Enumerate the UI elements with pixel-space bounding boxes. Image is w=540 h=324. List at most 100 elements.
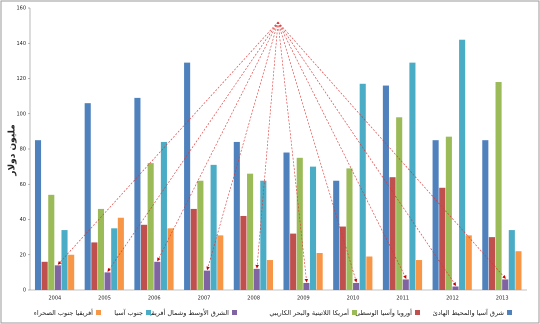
bar <box>459 39 466 290</box>
x-tick-label: 2010 <box>347 296 360 302</box>
legend-marker <box>352 310 357 315</box>
legend-label: جنوب آسيا <box>114 308 143 317</box>
bar <box>402 279 409 290</box>
bar <box>240 215 247 290</box>
legend-label: الشرق الأوسط وشمال أفريقيا <box>148 308 229 317</box>
bar <box>439 187 446 290</box>
bar <box>41 261 48 290</box>
y-tick-label: 100 <box>16 111 26 117</box>
bar <box>210 164 217 290</box>
bar <box>34 140 42 290</box>
y-tick-label: 40 <box>20 217 26 223</box>
bar <box>260 180 267 290</box>
legend-marker <box>507 310 512 315</box>
y-tick-label: 140 <box>16 41 26 47</box>
x-tick-label: 2008 <box>247 296 260 302</box>
y-tick-label: 120 <box>16 76 26 82</box>
x-tick-label: 2012 <box>446 296 459 302</box>
bar <box>283 152 290 290</box>
bar <box>68 254 75 290</box>
bar <box>515 251 522 290</box>
x-tick-label: 2007 <box>198 296 211 302</box>
bar <box>296 157 303 290</box>
bar <box>309 166 317 290</box>
bar <box>197 180 204 290</box>
x-tick-label: 2006 <box>148 296 161 302</box>
arrow <box>107 21 279 272</box>
bar <box>508 230 515 290</box>
x-tick-label: 2004 <box>48 296 61 302</box>
bar <box>140 224 148 290</box>
bar <box>382 85 389 290</box>
legend-label: شرق آسيا والمحيط الهادئ <box>433 308 504 317</box>
arrow <box>277 21 309 283</box>
bar <box>111 228 118 290</box>
bar <box>253 268 260 290</box>
bar <box>366 256 373 290</box>
bar <box>91 242 98 290</box>
bar <box>154 261 161 290</box>
bar <box>160 141 167 290</box>
bar <box>134 97 141 290</box>
arrow <box>277 21 457 286</box>
bar <box>61 230 68 290</box>
bar <box>495 82 502 291</box>
bar <box>452 286 459 290</box>
legend-label: أمريكا اللاتينية والبحر الكاريبي <box>269 308 349 317</box>
bar <box>396 117 403 291</box>
arrow <box>157 21 279 262</box>
y-tick-label: 80 <box>20 147 26 153</box>
bar <box>409 62 416 291</box>
bar <box>203 270 211 290</box>
legend-marker <box>96 310 101 315</box>
bar <box>353 282 360 290</box>
bar <box>346 168 353 290</box>
bar <box>266 260 273 290</box>
legend-label: أفريقيا جنوب الصحراء <box>34 308 93 317</box>
arrow <box>255 21 279 269</box>
bar <box>389 177 396 290</box>
legend-marker <box>146 310 151 315</box>
bar <box>54 265 61 290</box>
x-tick-label: 2011 <box>396 296 409 302</box>
legend-marker <box>415 310 420 315</box>
bar <box>217 235 224 290</box>
arrow <box>206 21 279 271</box>
bar <box>359 83 366 290</box>
bar <box>117 217 124 290</box>
legend-label: أوروبا وآسيا الوسطى <box>355 308 412 317</box>
bar <box>316 252 323 290</box>
bar <box>233 141 240 290</box>
x-tick-label: 2009 <box>297 296 310 302</box>
bar <box>465 235 472 290</box>
x-tick-label: 2013 <box>496 296 509 302</box>
y-tick-label: 60 <box>20 182 26 188</box>
bar <box>184 62 191 291</box>
y-axis-title: مليون دولار <box>8 124 18 176</box>
bar <box>432 140 439 290</box>
bar <box>147 163 154 290</box>
bar <box>303 282 310 290</box>
bar <box>482 140 489 290</box>
y-tick-label: 0 <box>23 288 26 294</box>
bar <box>333 180 340 290</box>
bar <box>416 260 423 290</box>
bar <box>339 226 346 290</box>
bar <box>48 194 55 290</box>
bar <box>290 233 297 290</box>
y-tick-label: 20 <box>20 252 26 258</box>
bar <box>84 103 91 290</box>
arrow <box>277 21 407 279</box>
bar <box>97 208 105 290</box>
bar <box>247 173 254 290</box>
bar <box>190 208 197 290</box>
bar <box>167 228 174 290</box>
bar <box>502 279 509 290</box>
bar <box>445 136 452 290</box>
arrow <box>277 21 506 279</box>
legend-marker <box>232 310 237 315</box>
x-tick-label: 2005 <box>98 296 111 302</box>
bar <box>104 272 111 290</box>
y-tick-label: 160 <box>16 6 26 12</box>
